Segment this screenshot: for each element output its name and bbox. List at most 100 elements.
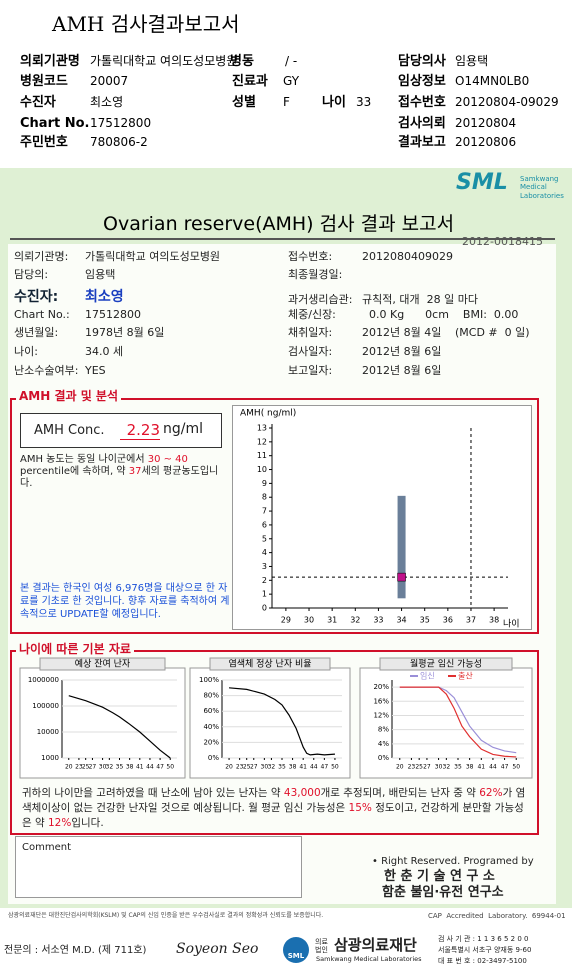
field-value: 20120806 <box>455 135 517 149</box>
y-tick-label: 3 <box>262 562 267 571</box>
field-label: 임상정보 <box>398 74 446 89</box>
field-value: 최소영 <box>90 95 124 109</box>
y-tick-label: 40% <box>203 723 219 731</box>
x-tick-label: 41 <box>299 764 307 771</box>
mini-chart-head <box>379 657 513 671</box>
y-tick-label: 1000000 <box>28 676 59 684</box>
report-no: 2012-0018415 <box>462 235 543 248</box>
field-value: GY <box>283 74 300 88</box>
x-tick-label: 33 <box>373 616 383 625</box>
credit: • Right Reserved. Programed by <box>372 856 534 867</box>
y-tick-label: 100% <box>199 676 219 684</box>
x-tick-label: 20 <box>396 764 404 771</box>
field-value: 가톨릭대학교 여의도성모병원 <box>90 54 238 68</box>
summary-part: 입니다. <box>71 817 104 830</box>
cap: CAP Accredited Laboratory. 69944-01 <box>428 912 566 920</box>
result-text-part: 37 <box>128 466 142 477</box>
x-tick-label: 32 <box>106 764 114 771</box>
field-value: 20007 <box>90 74 129 88</box>
basic-frame <box>10 650 539 835</box>
field-value: 20120804 <box>455 116 517 130</box>
summary-part: 62% <box>479 787 503 799</box>
x-tick-label: 47 <box>156 764 164 771</box>
y-tick-label: 9 <box>262 479 267 488</box>
notice: 삼광의료재단은 대한진단검사의학회(KSLM) 및 CAP의 신임 인증을 받은… <box>8 912 324 919</box>
org-logo-text: SML <box>288 952 305 960</box>
patient-label: 생년월일: <box>14 326 59 339</box>
x-tick-label: 35 <box>454 764 462 771</box>
mini-chart-head <box>39 657 166 671</box>
x-tick-label: 50 <box>166 764 174 771</box>
sample-label: 검사일자: <box>288 345 333 358</box>
section-title: 나이에 따른 기본 자료 <box>16 642 134 657</box>
result-text-part: 30 ~ 40 <box>147 454 188 465</box>
y-tick-label: 7 <box>262 507 267 516</box>
patient-label: 의뢰기관명: <box>14 250 69 263</box>
x-tick-label: 23 <box>236 764 244 771</box>
series-line <box>229 687 335 756</box>
result-text: AMH 농도는 동일 나이군에서 30 ~ 40 percentile에 속하며… <box>20 454 225 490</box>
sample-label: 체중/신장: <box>288 308 336 321</box>
y-tick-label: 16% <box>373 697 389 705</box>
y-tick-label: 11 <box>257 451 267 460</box>
summary-part: 15% <box>348 802 372 815</box>
y-tick-label: 6 <box>262 520 267 529</box>
field-label: 나이 <box>322 95 346 110</box>
y-tick-label: 20% <box>203 738 219 746</box>
field-label: Chart No. <box>20 116 90 131</box>
x-tick-label: 35 <box>420 616 430 625</box>
y-tick-label: 0% <box>378 754 389 762</box>
org: 삼광의료재단 <box>334 936 417 954</box>
patient-value: 1978년 8월 6일 <box>85 326 165 339</box>
summary-part: 가 염색체이상이 없는 건강한 난자일 것으로 예상됩니다. 월 평균 임신 가… <box>22 787 526 815</box>
x-tick-label: 32 <box>268 764 276 771</box>
x-tick-label: 30 <box>435 764 443 771</box>
series-line <box>399 686 517 754</box>
x-tick-label: 38 <box>126 764 134 771</box>
x-axis-label: 나이 <box>503 619 520 630</box>
y-tick-label: 10 <box>257 465 267 474</box>
summary-part: 개로 추정되며, 배란되는 난자 중 약 <box>320 787 480 799</box>
field-label: 진료과 <box>232 74 268 89</box>
mini-chart-head <box>209 657 331 671</box>
x-tick-label: 20 <box>65 764 73 771</box>
logo: SML <box>456 170 508 195</box>
x-tick-label: 34 <box>396 616 406 625</box>
y-tick-label: 5 <box>262 534 267 543</box>
x-tick-label: 25 <box>243 764 251 771</box>
y-tick-label: 4 <box>262 548 267 557</box>
y-axis-label: AMH( ng/ml) <box>240 409 296 419</box>
title-rule <box>10 238 555 240</box>
legend-label: 출산 <box>458 671 473 681</box>
doctor: 전문의 : 서소연 M.D. (제 711호) <box>4 945 147 956</box>
footer <box>0 908 572 973</box>
credit: 한 춘 기 술 연 구 소 <box>384 869 495 884</box>
field-label: 검사의뢰 <box>398 116 446 131</box>
y-tick-label: 13 <box>257 424 267 433</box>
patient-label: 난소수술여부: <box>14 364 79 377</box>
x-tick-label: 37 <box>466 616 476 625</box>
y-tick-label: 20% <box>373 683 389 691</box>
series-line <box>68 695 171 759</box>
x-tick-label: 44 <box>310 764 318 771</box>
field-label: 수진자 <box>20 95 56 110</box>
mini-chart-title: 염색체 정상 난자 비율 <box>228 659 311 670</box>
field-label: 의뢰기관명 <box>20 54 80 69</box>
field-label: 주민번호 <box>20 135 68 150</box>
summary-part: 12% <box>48 817 72 830</box>
x-tick-label: 38 <box>466 764 474 771</box>
x-tick-label: 20 <box>225 764 233 771</box>
patient-value: 가톨릭대학교 여의도성모병원 <box>85 250 221 263</box>
mini-chart-title: 월평균 임신 가능성 <box>410 658 482 670</box>
patient-label: 담당의: <box>14 268 49 281</box>
field-value: 17512800 <box>90 116 152 130</box>
x-tick-label: 30 <box>304 616 314 625</box>
x-tick-label: 31 <box>327 616 337 625</box>
field-label: 성별 <box>232 95 256 110</box>
y-tick-label: 1000 <box>41 754 59 762</box>
sample-value: 2012년 8월 4일 <box>362 326 442 339</box>
field-value: / - <box>285 54 298 68</box>
sample-value: 2012년 8월 6일 <box>362 364 442 377</box>
patient-value: 17512800 <box>85 308 141 321</box>
patient-value: 34.0 세 <box>85 345 124 358</box>
